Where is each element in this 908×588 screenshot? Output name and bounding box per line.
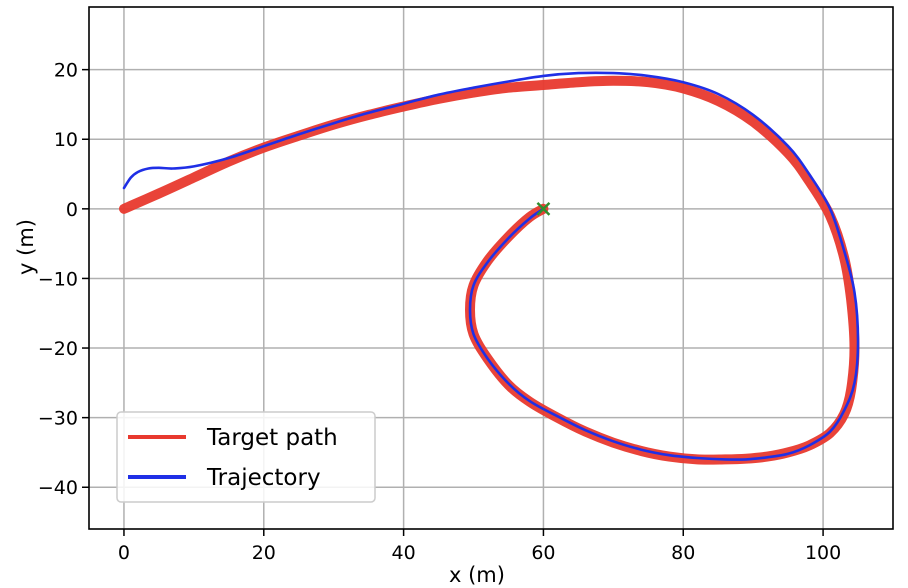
legend-box	[116, 411, 376, 503]
y-tick-label: −30	[38, 408, 78, 430]
y-tick-label: −10	[38, 268, 78, 290]
x-tick-label: 0	[118, 542, 130, 564]
marker-layer	[536, 201, 551, 216]
x-tick-label: 80	[671, 542, 695, 564]
y-tick-label: −20	[38, 338, 78, 360]
end-marker-stroke	[536, 201, 551, 216]
y-tick-label: 0	[66, 199, 78, 221]
series-layer	[119, 71, 860, 465]
y-axis-label: y (m)	[14, 219, 38, 275]
end-marker-x	[536, 201, 551, 216]
series-trajectory	[122, 71, 860, 461]
legend-label-trajectory: Trajectory	[206, 465, 321, 491]
legend: Target path Trajectory	[116, 411, 376, 503]
x-tick-label: 20	[252, 542, 276, 564]
x-tick-label: 100	[805, 542, 841, 564]
x-tick-label: 40	[392, 542, 416, 564]
plot-frame	[88, 6, 894, 530]
y-tick-label: 10	[54, 129, 78, 151]
grid	[89, 7, 893, 529]
x-axis-label: x (m)	[449, 563, 505, 587]
y-tick-label: −40	[38, 477, 78, 499]
x-tick-label: 60	[531, 542, 555, 564]
legend-label-target-path: Target path	[206, 425, 338, 451]
y-tick-label: 20	[54, 60, 78, 82]
